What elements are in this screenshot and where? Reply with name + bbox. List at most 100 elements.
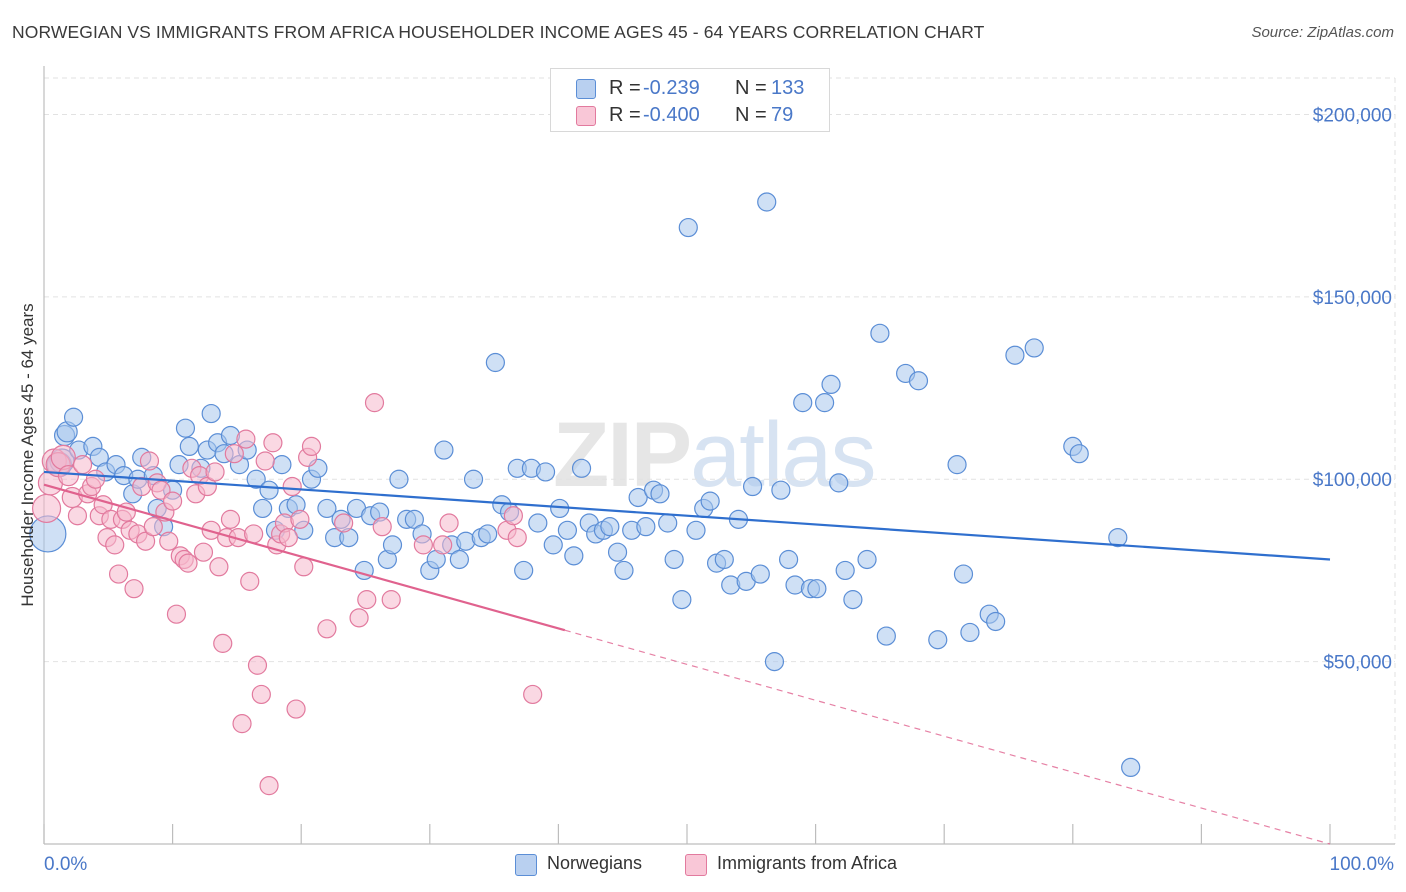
norwegian-point — [179, 436, 199, 457]
legend-r-value: -0.239 — [643, 77, 700, 99]
norwegian-point — [485, 352, 505, 373]
norwegian-point — [857, 549, 877, 570]
norwegian-point — [664, 549, 684, 570]
africa-point — [263, 433, 283, 453]
y-tick-label: $150,000 — [1313, 288, 1392, 309]
norwegian-point — [928, 630, 948, 650]
norwegian-point — [272, 455, 292, 475]
watermark-zip: ZIP — [553, 404, 692, 506]
norwegian-point — [742, 476, 763, 497]
y-tick-label: $50,000 — [1323, 653, 1392, 674]
legend-swatch-pink — [576, 106, 596, 126]
norwegian-point — [771, 480, 791, 500]
legend-n-label: N = — [735, 77, 767, 99]
norwegian-point — [757, 192, 777, 212]
africa-point — [220, 509, 241, 529]
norwegian-point — [700, 491, 720, 511]
africa-point — [213, 633, 233, 653]
africa-point — [209, 557, 229, 577]
africa-point — [178, 553, 198, 573]
africa-point — [372, 517, 392, 537]
norwegian-point — [1024, 338, 1044, 358]
legend-swatch-blue — [576, 79, 596, 99]
africa-point — [301, 436, 322, 457]
africa-point — [232, 714, 252, 734]
norwegian-point — [246, 469, 266, 489]
correlation-legend: R = -0.239 N = 133 R = -0.400 N = 79 — [550, 68, 830, 132]
norwegian-trend-line — [43, 470, 1331, 561]
norwegian-point — [201, 403, 221, 424]
norwegian-point — [843, 590, 863, 610]
legend-r-label: R = — [609, 104, 641, 126]
norwegian-point — [514, 560, 534, 581]
africa-trend-line-extension — [564, 629, 1331, 845]
africa-trend-line — [43, 483, 566, 632]
norwegian-point — [434, 440, 454, 460]
x-tick-label: 0.0% — [44, 854, 87, 875]
norwegian-point — [571, 458, 592, 478]
africa-point — [67, 506, 88, 526]
norwegian-point — [829, 473, 849, 493]
africa-point — [286, 699, 306, 719]
chart-title: NORWEGIAN VS IMMIGRANTS FROM AFRICA HOUS… — [12, 22, 985, 42]
bottom-legend-label: Norwegians — [547, 853, 643, 873]
norwegian-point — [636, 517, 656, 537]
africa-point — [193, 542, 214, 562]
africa-point — [507, 527, 527, 548]
norwegian-point — [528, 513, 548, 533]
norwegian-point — [463, 469, 484, 489]
bottom-legend-swatch-pink — [685, 854, 707, 876]
africa-point — [381, 590, 401, 610]
norwegian-point — [607, 542, 628, 562]
norwegian-point — [807, 579, 827, 599]
norwegian-point — [650, 484, 670, 504]
norwegian-point — [953, 564, 974, 584]
legend-row-immigrants-africa: R = -0.400 N = 79 — [551, 102, 829, 128]
africa-point — [240, 571, 260, 591]
legend-n-value: 133 — [771, 77, 805, 99]
norwegian-point — [259, 480, 279, 500]
y-tick-label: $100,000 — [1313, 470, 1392, 491]
norwegian-point — [960, 622, 980, 643]
africa-point — [247, 655, 268, 675]
norwegian-point — [63, 407, 84, 427]
africa-point — [317, 619, 337, 639]
norwegian-point — [686, 520, 706, 540]
norwegian-point — [908, 371, 929, 391]
norwegian-point — [382, 535, 403, 555]
norwegian-point — [947, 455, 967, 475]
africa-point — [236, 429, 256, 449]
africa-point — [251, 684, 271, 705]
africa-point — [413, 535, 433, 555]
africa-point — [503, 506, 523, 526]
norwegian-point — [253, 498, 273, 519]
x-tick-label: 100.0% — [1330, 854, 1395, 875]
norwegian-point — [600, 517, 620, 537]
norwegian-point — [1069, 444, 1089, 464]
legend-n-label: N = — [735, 104, 767, 126]
africa-point — [523, 684, 543, 705]
norwegian-point — [543, 535, 563, 555]
norwegian-point — [389, 469, 409, 489]
norwegian-point — [815, 393, 835, 413]
norwegian-point — [564, 546, 584, 566]
africa-point — [255, 451, 275, 471]
africa-point — [85, 469, 106, 489]
africa-point — [163, 491, 183, 511]
africa-point — [259, 776, 279, 796]
norwegian-point — [876, 626, 896, 646]
legend-r-value: -0.400 — [643, 104, 700, 126]
africa-point — [205, 462, 225, 482]
norwegian-point — [764, 652, 785, 672]
africa-point — [433, 535, 453, 555]
africa-point — [357, 590, 377, 610]
legend-row-norwegians: R = -0.239 N = 133 — [551, 75, 829, 101]
norwegian-point — [658, 513, 678, 533]
norwegian-point — [1005, 345, 1025, 365]
africa-point — [282, 476, 302, 497]
norwegian-point — [870, 323, 890, 343]
norwegian-point — [1108, 527, 1128, 548]
norwegian-point — [1121, 757, 1141, 778]
y-tick-label: $200,000 — [1313, 105, 1392, 126]
